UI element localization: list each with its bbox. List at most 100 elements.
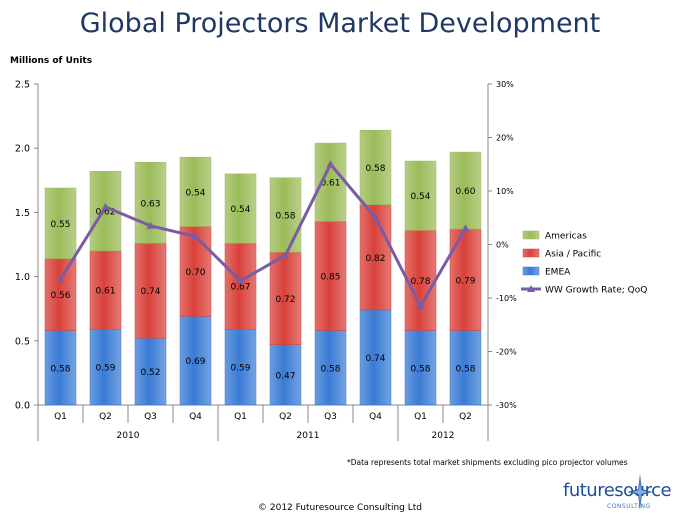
year-label: 2010 <box>117 431 140 441</box>
growth-rate-line <box>59 162 467 308</box>
data-label: 0.58 <box>275 211 295 221</box>
data-label: 0.58 <box>410 364 430 374</box>
bar-emea <box>44 330 77 406</box>
data-label: 0.59 <box>95 364 115 374</box>
data-label: 0.79 <box>455 276 475 286</box>
y2-tick-label: 10% <box>496 187 514 196</box>
category-label: Q4 <box>369 412 382 422</box>
bar-emea <box>134 337 167 406</box>
y-tick-label: 1.0 <box>15 272 30 283</box>
star-logo-icon <box>627 474 653 510</box>
bar-americas <box>359 129 392 205</box>
growth-rate-point <box>281 251 290 259</box>
y-tick-label: 2.0 <box>15 144 30 155</box>
data-label: 0.74 <box>365 354 385 364</box>
year-label: 2011 <box>297 431 320 441</box>
growth-rate-point <box>101 203 110 211</box>
bar-asia-pacific <box>314 221 347 331</box>
y-tick-label: 2.5 <box>15 80 30 91</box>
data-label: 0.56 <box>50 291 70 301</box>
bar-emea <box>89 328 122 406</box>
category-label: Q3 <box>144 412 157 422</box>
copyright: © 2012 Futuresource Consulting Ltd <box>258 503 422 513</box>
data-label: 0.70 <box>185 268 205 278</box>
y2-tick-label: -10% <box>496 294 517 303</box>
bar-emea <box>359 309 392 406</box>
category-label: Q2 <box>459 412 472 422</box>
category-label: Q3 <box>324 412 337 422</box>
data-label: 0.72 <box>275 295 295 305</box>
growth-rate-point <box>56 275 65 283</box>
data-label: 0.62 <box>95 208 115 218</box>
bar-asia-pacific <box>224 242 257 330</box>
growth-rate-point <box>236 276 245 284</box>
category-label: Q4 <box>189 412 202 422</box>
bar-asia-pacific <box>179 226 212 317</box>
legend-swatch <box>522 248 540 258</box>
data-label: 0.58 <box>320 364 340 374</box>
bar-emea <box>449 330 482 406</box>
y2-tick-label: 0% <box>496 241 509 250</box>
bar-asia-pacific <box>359 204 392 311</box>
y-tick-label: 0.5 <box>15 336 30 347</box>
data-label: 0.60 <box>455 187 475 197</box>
category-label: Q2 <box>279 412 292 422</box>
data-label: 0.54 <box>410 192 430 202</box>
y2-tick-label: -30% <box>496 401 517 410</box>
data-label: 0.58 <box>365 164 385 174</box>
y2-tick-label: 20% <box>496 134 514 143</box>
data-label: 0.63 <box>140 199 160 209</box>
bar-asia-pacific <box>44 258 77 331</box>
category-label: Q1 <box>54 412 67 422</box>
y-axis-label: Millions of Units <box>10 56 93 66</box>
legend-line-marker <box>527 285 535 292</box>
chart-area: 0.0 0.5 1.0 1.5 2.0 2.5 -30% -20% -10% 0% 10% 20% 30… <box>15 80 647 441</box>
bar-americas <box>134 162 167 244</box>
category-label: Q1 <box>414 412 427 422</box>
growth-rate-point <box>371 213 380 221</box>
bar-americas <box>179 156 212 227</box>
bar-americas <box>269 177 302 253</box>
legend-label: WW Growth Rate; QoQ <box>545 286 647 296</box>
footnote: *Data represents total market shipments … <box>347 458 628 467</box>
bar-emea <box>179 316 212 406</box>
legend-swatch <box>522 266 540 276</box>
data-label: 0.74 <box>140 287 160 297</box>
data-label: 0.61 <box>95 287 115 297</box>
bar-americas <box>404 160 437 231</box>
data-label: 0.58 <box>455 364 475 374</box>
futuresource-logo: futuresource CONSULTING <box>563 472 678 512</box>
y2-tick-label: 30% <box>496 80 514 89</box>
bar-emea <box>314 330 347 406</box>
bar-asia-pacific <box>404 230 437 331</box>
bar-americas <box>224 173 257 244</box>
legend-label: Asia / Pacific <box>545 250 601 260</box>
chart-title: Global Projectors Market Development <box>79 8 601 39</box>
bar-asia-pacific <box>134 242 167 339</box>
data-label: 0.54 <box>185 188 205 198</box>
category-label: Q2 <box>99 412 112 422</box>
logo-text: futuresource <box>563 480 672 501</box>
growth-rate-point <box>146 221 155 229</box>
bar-emea <box>224 328 257 406</box>
data-label: 0.47 <box>275 371 295 381</box>
y-tick-label: 0.0 <box>15 401 30 412</box>
data-label: 0.61 <box>320 179 340 189</box>
logo-subtitle: CONSULTING <box>607 503 651 510</box>
category-label: Q1 <box>234 412 247 422</box>
data-label: 0.85 <box>320 272 340 282</box>
bar-asia-pacific <box>269 251 302 345</box>
y-tick-label: 1.5 <box>15 208 30 219</box>
bar-asia-pacific <box>89 250 122 330</box>
growth-rate-point <box>461 224 470 232</box>
data-label: 0.59 <box>230 364 250 374</box>
legend-label: EMEA <box>545 268 571 278</box>
bar-emea <box>404 330 437 406</box>
data-label: 0.82 <box>365 254 385 264</box>
legend-label: Americas <box>545 232 587 242</box>
y2-tick-label: -20% <box>496 348 517 357</box>
growth-rate-point <box>191 232 200 240</box>
data-label: 0.52 <box>140 368 160 378</box>
bar-americas <box>44 187 77 259</box>
data-label: 0.67 <box>230 283 250 293</box>
